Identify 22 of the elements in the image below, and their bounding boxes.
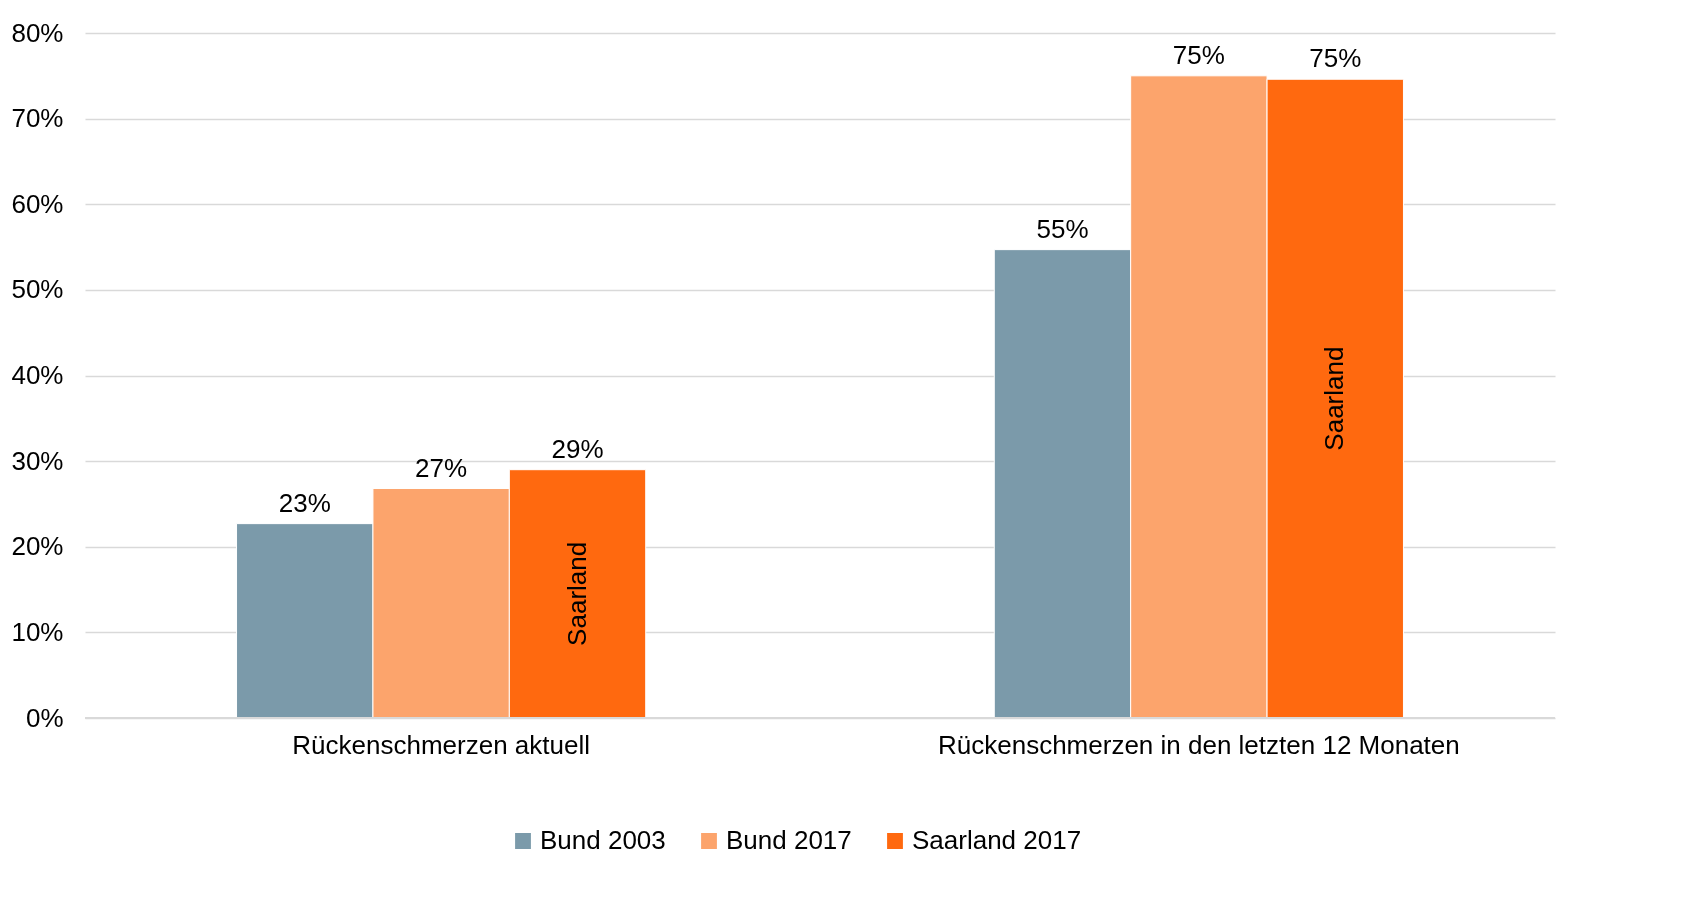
annotation: Saarland [561, 541, 592, 646]
data-label: 23% [278, 487, 331, 518]
y-tick-label: 60% [11, 188, 64, 219]
x-tick-label: Rückenschmerzen in den letzten 12 Monaten [937, 729, 1460, 760]
legend-label: Bund 2017 [726, 825, 852, 855]
data-label: 27% [415, 452, 468, 483]
x-tick-label: Rückenschmerzen aktuell [292, 729, 590, 760]
y-tick-label: 70% [11, 103, 64, 134]
y-tick-label: 10% [11, 616, 64, 647]
y-tick-label: 40% [11, 360, 64, 390]
data-label: 29% [551, 433, 604, 464]
y-tick-label: 30% [11, 445, 64, 476]
y-tick-label: 20% [11, 531, 64, 562]
legend-label: Saarland 2017 [912, 825, 1082, 855]
y-tick-label: 50% [11, 274, 64, 305]
data-label: 75% [1309, 43, 1362, 74]
annotation: Saarland [1319, 346, 1350, 451]
y-tick-label: 80% [11, 17, 64, 48]
y-tick-label: 0% [25, 702, 64, 733]
legend-label: Bund 2003 [540, 825, 666, 855]
data-label: 75% [1172, 39, 1225, 70]
data-label: 55% [1036, 213, 1089, 244]
